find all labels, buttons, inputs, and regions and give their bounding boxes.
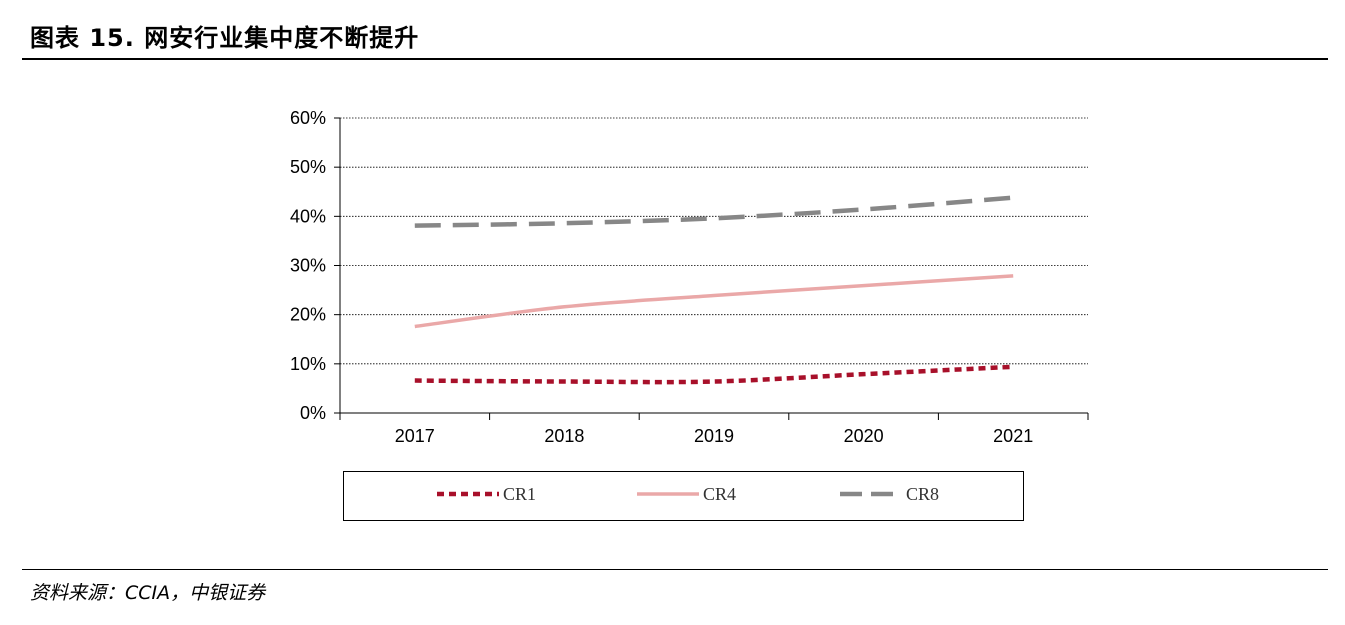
y-tick-label: 30% [290,256,326,276]
x-tick-label: 2019 [694,426,734,446]
legend-label-cr8: CR8 [906,484,939,504]
y-tick-label: 60% [290,108,326,128]
source-divider [22,569,1328,570]
series-line-cr8 [414,195,1014,228]
y-tick-label: 20% [290,305,326,325]
legend-label-cr1: CR1 [503,484,536,504]
series-lines [414,195,1014,385]
y-tick-label: 0% [300,403,326,423]
x-tick-label: 2017 [395,426,435,446]
title-divider [22,58,1328,60]
legend-label-cr4: CR4 [703,484,736,504]
line-chart: 0% 10% 20% 30% 40% 50% 60% 2017 2018 2019 2020 2021… [290,108,1089,521]
series-line-cr4 [414,274,1014,329]
y-tick-label: 40% [290,206,326,226]
legend-box [343,471,1024,521]
y-tick-label: 50% [290,157,326,177]
figure-title: 图表 15. 网安行业集中度不断提升 [30,24,420,52]
x-tick-label: 2018 [544,426,584,446]
axes: 0% 10% 20% 30% 40% 50% 60% 2017 2018 2019 2020 2021 [290,108,1089,446]
x-tick-label: 2021 [993,426,1033,446]
gridlines [340,117,1088,365]
series-line-cr1 [414,364,1014,385]
y-tick-label: 10% [290,354,326,374]
x-tick-label: 2020 [844,426,884,446]
legend: CR1 CR4 CR8 [343,471,1024,521]
source-note: 资料来源：CCIA，中银证券 [30,582,266,604]
